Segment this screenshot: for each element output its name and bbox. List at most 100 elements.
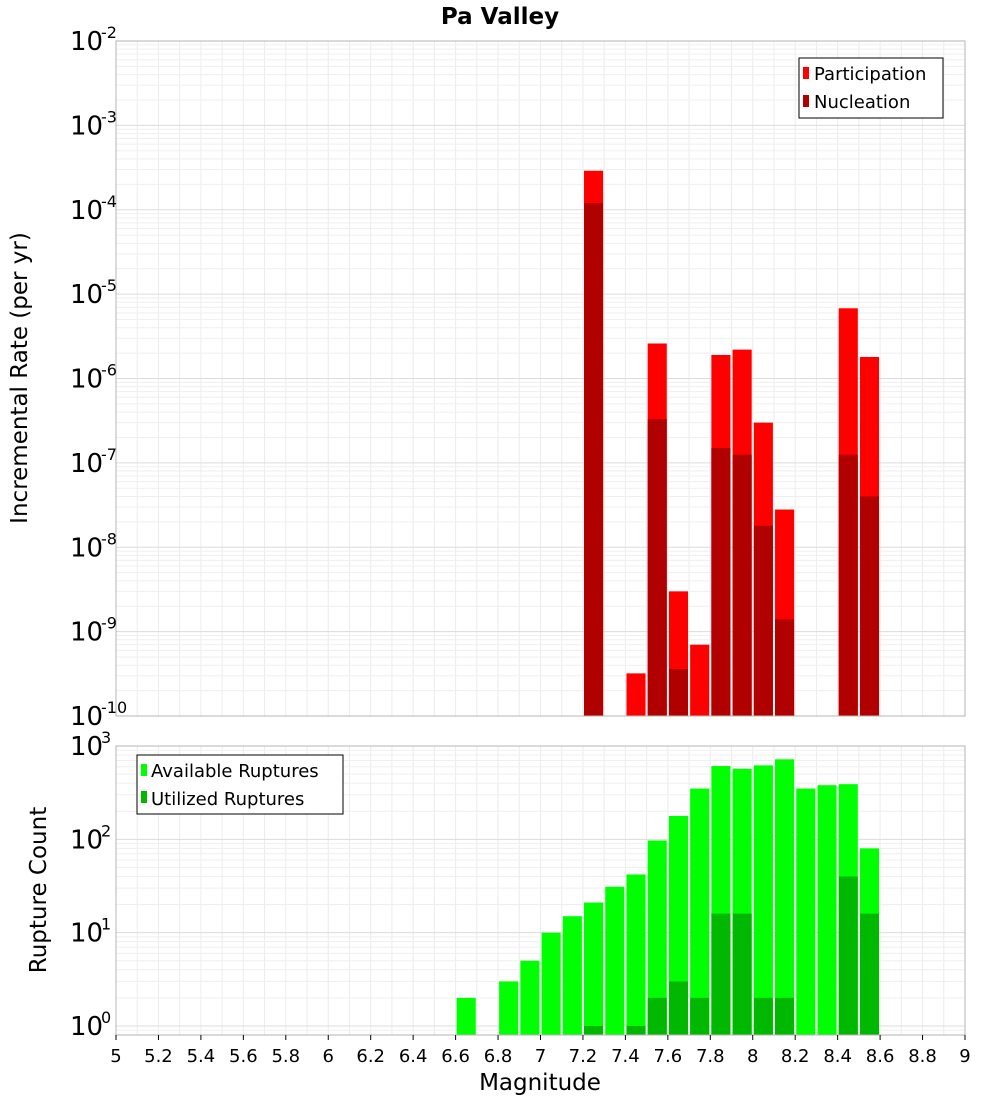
top-y-tick-6: 10 xyxy=(70,196,103,226)
count-bar-1-4 xyxy=(690,997,710,1035)
rate-bar-1-4 xyxy=(732,454,752,716)
bottom-y-tick-exp-0: 0 xyxy=(101,1008,111,1027)
x-tick-label-14: 7.8 xyxy=(696,1046,725,1067)
x-tick-label-1: 5.2 xyxy=(144,1046,173,1067)
top-y-tick-3: 10 xyxy=(70,449,103,479)
legend-label-available: Available Ruptures xyxy=(151,761,319,782)
top-y-tick-exp-0: -10 xyxy=(101,698,127,717)
x-tick-label-7: 6.4 xyxy=(399,1046,428,1067)
top-y-tick-4: 10 xyxy=(70,365,103,395)
legend-label-participation: Participation xyxy=(814,64,926,85)
count-bar-1-9 xyxy=(838,876,858,1035)
rate-bar-1-1 xyxy=(647,419,667,716)
count-bar-0-10 xyxy=(690,788,710,1035)
x-tick-label-6: 6.2 xyxy=(356,1046,385,1067)
rate-bar-1-8 xyxy=(859,496,880,716)
x-tick-label-2: 5.4 xyxy=(187,1046,216,1067)
count-bar-1-10 xyxy=(859,913,880,1035)
count-bar-1-1 xyxy=(626,1025,646,1035)
bottom-y-tick-exp-3: 3 xyxy=(101,728,111,747)
bottom-y-tick-3: 10 xyxy=(70,732,103,762)
chart-title: Pa Valley xyxy=(441,4,559,30)
bottom-y-tick-exp-2: 2 xyxy=(101,821,111,840)
rate-bar-1-0 xyxy=(584,203,604,716)
count-bar-0-15 xyxy=(796,788,816,1035)
top-y-axis-label: Incremental Rate (per yr) xyxy=(7,232,33,524)
count-bar-1-3 xyxy=(668,981,689,1035)
count-bar-0-4 xyxy=(562,916,582,1035)
x-tick-label-9: 6.8 xyxy=(484,1046,513,1067)
top-plot-frame xyxy=(115,40,966,717)
x-tick-label-13: 7.6 xyxy=(654,1046,683,1067)
x-axis-label: Magnitude xyxy=(479,1070,601,1096)
x-tick-label-10: 7 xyxy=(535,1046,546,1067)
count-bar-1-0 xyxy=(584,1025,604,1035)
x-tick-label-4: 5.8 xyxy=(271,1046,300,1067)
top-y-tick-5: 10 xyxy=(70,280,103,310)
bottom-y-tick-0: 10 xyxy=(70,1012,103,1042)
top-y-tick-exp-5: -5 xyxy=(101,276,117,295)
x-tick-label-5: 6 xyxy=(323,1046,334,1067)
rate-bar-0-4 xyxy=(690,644,710,716)
x-tick-label-8: 6.6 xyxy=(441,1046,470,1067)
rate-bar-1-6 xyxy=(775,619,795,716)
x-tick-label-18: 8.6 xyxy=(866,1046,895,1067)
count-bar-0-13 xyxy=(753,765,773,1035)
top-y-tick-8: 10 xyxy=(70,27,103,57)
legend-label-utilized: Utilized Ruptures xyxy=(151,789,304,810)
count-bar-1-7 xyxy=(753,997,773,1035)
rate-bar-1-5 xyxy=(753,525,773,716)
top-grid xyxy=(116,41,965,716)
rate-bar-1-3 xyxy=(711,448,731,716)
count-bar-0-14 xyxy=(775,759,795,1035)
x-tick-label-19: 8.8 xyxy=(908,1046,937,1067)
top-y-tick-0: 10 xyxy=(70,702,103,732)
top-y-tick-exp-2: -8 xyxy=(101,529,117,548)
count-bar-0-7 xyxy=(626,874,646,1035)
count-bar-0-2 xyxy=(520,960,540,1035)
count-bar-0-3 xyxy=(541,932,561,1035)
bottom-legend: Available Ruptures Utilized Ruptures xyxy=(136,754,344,815)
x-tick-label-20: 9 xyxy=(959,1046,970,1067)
bottom-y-axis-label: Rupture Count xyxy=(26,807,52,973)
count-bar-1-2 xyxy=(647,997,667,1035)
bottom-y-tick-exp-1: 1 xyxy=(101,915,111,934)
bottom-legend-box xyxy=(136,754,344,815)
top-y-tick-2: 10 xyxy=(70,533,103,563)
x-tick-label-15: 8 xyxy=(747,1046,758,1067)
top-y-tick-exp-7: -3 xyxy=(101,107,117,126)
x-tick-label-0: 5 xyxy=(110,1046,121,1067)
legend-swatch-nucleation xyxy=(803,95,809,107)
count-bar-0-8 xyxy=(647,840,667,1035)
count-bar-0-0 xyxy=(456,997,476,1035)
count-bar-0-5 xyxy=(584,902,604,1035)
x-tick-label-3: 5.6 xyxy=(229,1046,258,1067)
top-y-tick-exp-8: -2 xyxy=(101,23,117,42)
legend-swatch-utilized xyxy=(141,791,147,803)
top-y-tick-exp-1: -9 xyxy=(101,614,117,633)
rate-bar-1-2 xyxy=(668,669,689,716)
top-bars xyxy=(584,170,880,716)
top-y-tick-exp-6: -4 xyxy=(101,192,117,211)
count-bar-0-1 xyxy=(499,981,519,1035)
x-tick-label-11: 7.2 xyxy=(569,1046,598,1067)
rate-bar-1-7 xyxy=(838,454,858,716)
x-tick-label-17: 8.4 xyxy=(823,1046,852,1067)
bottom-bars xyxy=(456,759,880,1035)
top-y-tick-exp-3: -7 xyxy=(101,445,117,464)
bottom-y-tick-1: 10 xyxy=(70,919,103,949)
count-bar-0-6 xyxy=(605,886,625,1035)
legend-label-nucleation: Nucleation xyxy=(814,92,910,113)
x-ticks: 5 5.2 5.4 5.6 5.8 6 6.2 6.4 6.6 6.8 7 7.2 7.4 7.6 7.8 8… xyxy=(110,1035,971,1067)
count-bar-0-16 xyxy=(817,785,837,1035)
top-legend: Participation Nucleation xyxy=(798,57,944,119)
top-y-tick-7: 10 xyxy=(70,111,103,141)
count-bar-1-5 xyxy=(711,913,731,1035)
count-bar-1-8 xyxy=(775,997,795,1035)
x-tick-label-16: 8.2 xyxy=(781,1046,810,1067)
x-tick-label-12: 7.4 xyxy=(611,1046,640,1067)
